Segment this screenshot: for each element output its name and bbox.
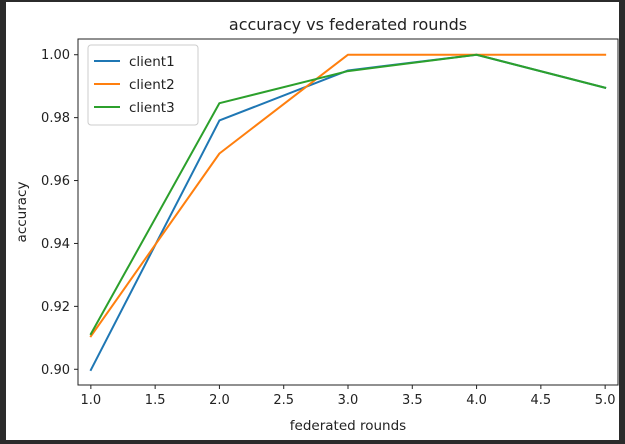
x-tick-label: 3.5: [402, 393, 423, 408]
line-chart: accuracy vs federated rounds 1.0 1.5 2.0 2.…: [14, 15, 619, 434]
x-tick-label: 1.0: [81, 393, 102, 408]
y-axis-title: accuracy: [14, 182, 30, 243]
ticks-layer: 1.0 1.5 2.0 2.5 3.0 3.5 4.0 4.5 5.0 0.90 0.92 0.94 0…: [41, 48, 615, 408]
x-tick-label: 4.0: [466, 393, 487, 408]
legend-box: [87, 44, 199, 126]
x-tick-label: 5.0: [595, 393, 616, 408]
x-tick-label: 4.5: [531, 393, 552, 408]
legend-label-client3: client3: [129, 100, 175, 116]
y-tick-label: 0.96: [41, 174, 70, 189]
y-tick-label: 0.98: [41, 111, 70, 126]
x-tick-label: 2.5: [273, 393, 294, 408]
series-layer: [89, 53, 607, 372]
x-axis-title: federated rounds: [290, 418, 406, 434]
x-tick-label: 1.5: [145, 393, 166, 408]
y-tick-label: 0.94: [41, 237, 70, 252]
x-tick-label: 2.0: [209, 393, 230, 408]
y-tick-label: 0.90: [41, 363, 70, 378]
legend: client1 client2 client3: [87, 44, 199, 126]
y-tick-label: 0.92: [41, 300, 70, 315]
series-line-client3: [89, 53, 607, 336]
figure: accuracy vs federated rounds 1.0 1.5 2.0 2.…: [6, 2, 619, 440]
series-line-client2: [89, 53, 607, 338]
x-tick-label: 3.0: [338, 393, 359, 408]
legend-label-client2: client2: [129, 77, 175, 93]
legend-label-client1: client1: [129, 54, 175, 70]
y-tick-label: 1.00: [41, 48, 70, 63]
chart-title: accuracy vs federated rounds: [229, 15, 467, 34]
